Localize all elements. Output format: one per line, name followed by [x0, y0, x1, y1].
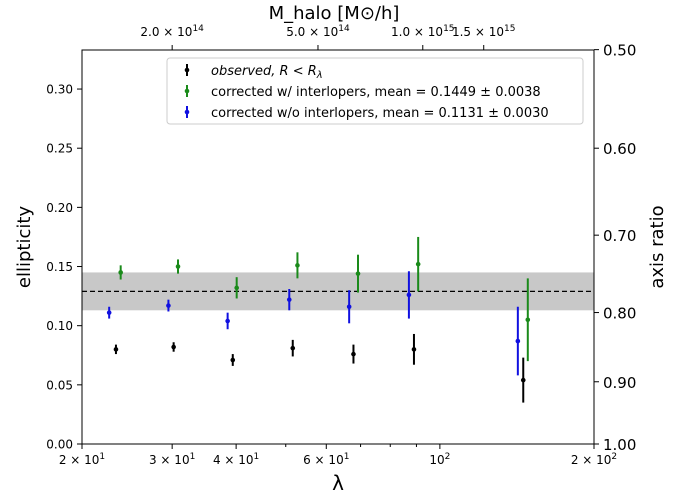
data-point-1-2 — [234, 285, 239, 291]
top-tick-label-3: 1.5 × 1015 — [452, 24, 516, 39]
legend-point-without — [184, 109, 190, 115]
legend-label-observed: observed, R < Rλ — [211, 64, 323, 81]
data-point-2-4 — [346, 304, 352, 310]
y-tick-label-4: 0.20 — [46, 201, 73, 215]
top-tick-label-1: 5.0 × 1014 — [286, 24, 350, 39]
data-point-2-1 — [166, 303, 171, 308]
right-tick-label-0: 1.00 — [603, 436, 636, 454]
data-point-0-0 — [113, 347, 119, 352]
data-point-0-2 — [230, 357, 236, 363]
series-0 — [113, 333, 526, 403]
data-point-1-3 — [295, 263, 300, 268]
y-tick-label-3: 0.15 — [46, 260, 73, 274]
legend: observed, R < Rλ corrected w/ interlopers… — [166, 57, 584, 125]
data-point-1-6 — [525, 317, 531, 323]
y-tick-label-2: 0.10 — [46, 319, 73, 333]
right-axis-title: axis ratio — [647, 205, 668, 288]
x-tick-label-5: 2 × 102 — [571, 452, 617, 467]
plot-frame — [81, 49, 595, 445]
data-point-2-2 — [225, 318, 230, 324]
top-tick-label-0: 2.0 × 1014 — [140, 24, 204, 39]
data-point-2-0 — [106, 310, 112, 315]
data-point-0-6 — [520, 377, 526, 383]
legend-label-with: corrected w/ interlopers, mean = 0.1449 … — [211, 85, 541, 100]
y-tick-label-5: 0.25 — [46, 142, 73, 156]
legend-point-with — [184, 88, 190, 94]
right-tick-label-1: 0.90 — [603, 374, 636, 392]
data-point-1-5 — [415, 261, 421, 267]
legend-box — [166, 57, 584, 125]
data-point-0-4 — [351, 351, 356, 357]
data-point-1-1 — [175, 264, 181, 269]
right-tick-label-3: 0.70 — [603, 227, 636, 245]
top-axis-title: M_halo [M⊙/h] — [269, 3, 400, 24]
series-1 — [118, 236, 531, 362]
y-tick-label-6: 0.30 — [46, 83, 73, 97]
y-tick-label-0: 0.00 — [46, 438, 73, 452]
top-tick-label-2: 1.0 × 1015 — [391, 24, 455, 39]
x-tick-label-4: 102 — [429, 452, 450, 467]
data-point-1-4 — [355, 271, 361, 276]
x-tick-label-2: 4 × 101 — [213, 452, 259, 467]
data-point-2-5 — [406, 292, 412, 298]
axes: 2 × 101 3 × 101 4 × 101 6 × 101 102 2 × 102 0.… — [14, 3, 668, 495]
right-tick-label-5: 0.50 — [603, 42, 636, 60]
data-point-0-3 — [290, 345, 296, 351]
x-axis-title: λ — [332, 471, 344, 495]
data-point-0-1 — [171, 344, 176, 350]
right-tick-label-4: 0.60 — [603, 140, 636, 158]
right-tick-label-2: 0.80 — [603, 305, 636, 323]
data-point-0-5 — [411, 347, 417, 352]
y-tick-label-1: 0.05 — [46, 378, 73, 392]
data-point-2-6 — [515, 338, 521, 344]
legend-point-observed — [184, 67, 190, 73]
x-tick-label-3: 6 × 101 — [303, 452, 349, 467]
plot-area — [82, 236, 594, 403]
data-point-2-3 — [286, 297, 292, 302]
x-tick-label-1: 3 × 101 — [149, 452, 195, 467]
series-2 — [106, 271, 521, 376]
legend-label-without: corrected w/o interlopers, mean = 0.1131… — [211, 106, 549, 121]
y-axis-title: ellipticity — [14, 206, 35, 289]
x-tick-label-0: 2 × 101 — [59, 452, 105, 467]
data-point-1-0 — [118, 270, 123, 275]
